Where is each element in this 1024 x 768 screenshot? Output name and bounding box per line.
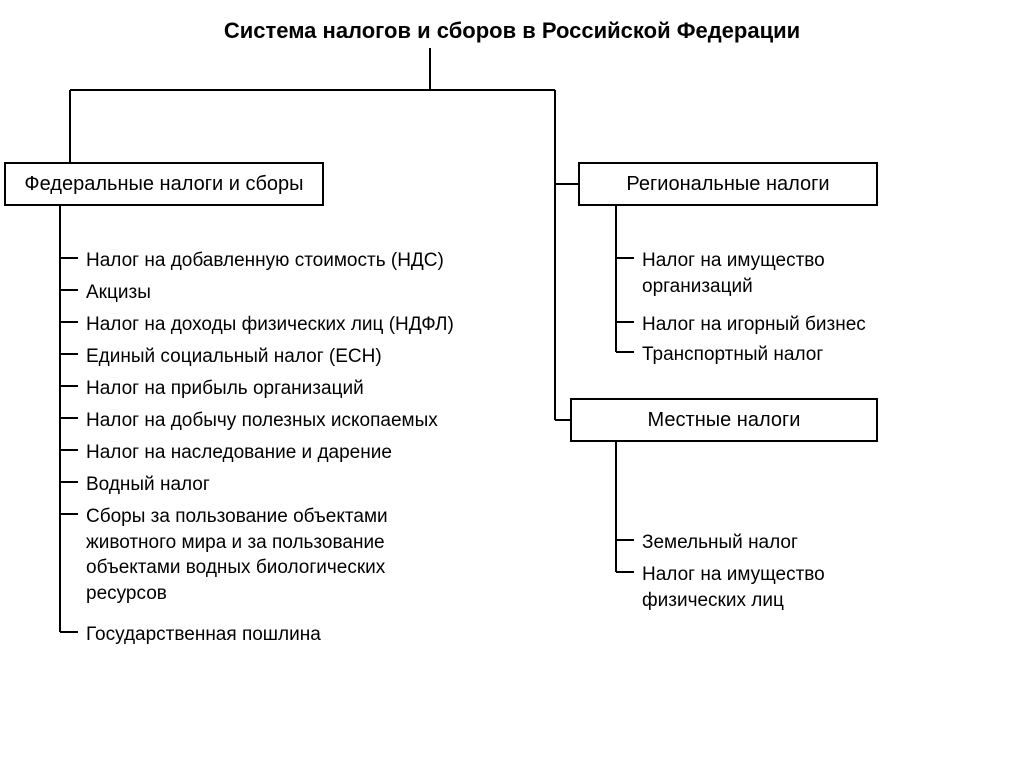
diagram-title: Система налогов и сборов в Российской Фе… xyxy=(0,18,1024,44)
federal-item: Сборы за пользование объектами животного… xyxy=(86,504,466,607)
local-item: Земельный налог xyxy=(642,530,798,556)
federal-item: Акцизы xyxy=(86,280,151,306)
federal-item: Налог на добавленную стоимость (НДС) xyxy=(86,248,444,274)
federal-item: Водный налог xyxy=(86,472,210,498)
federal-item: Налог на доходы физических лиц (НДФЛ) xyxy=(86,312,454,338)
federal-item: Единый социальный налог (ЕСН) xyxy=(86,344,382,370)
federal-label: Федеральные налоги и сборы xyxy=(24,173,303,196)
local-box: Местные налоги xyxy=(570,398,878,442)
local-label: Местные налоги xyxy=(648,409,801,432)
regional-item: Транспортный налог xyxy=(642,342,823,368)
regional-item: Налог на игорный бизнес xyxy=(642,312,866,338)
regional-label: Региональные налоги xyxy=(626,173,829,196)
regional-box: Региональные налоги xyxy=(578,162,878,206)
federal-item: Налог на наследование и дарение xyxy=(86,440,392,466)
federal-item: Налог на добычу полезных ископаемых xyxy=(86,408,438,434)
regional-item: Налог на имущество организаций xyxy=(642,248,892,299)
federal-item: Налог на прибыль организаций xyxy=(86,376,364,402)
federal-box: Федеральные налоги и сборы xyxy=(4,162,324,206)
local-item: Налог на имущество физических лиц xyxy=(642,562,902,613)
federal-item: Государственная пошлина xyxy=(86,622,321,648)
